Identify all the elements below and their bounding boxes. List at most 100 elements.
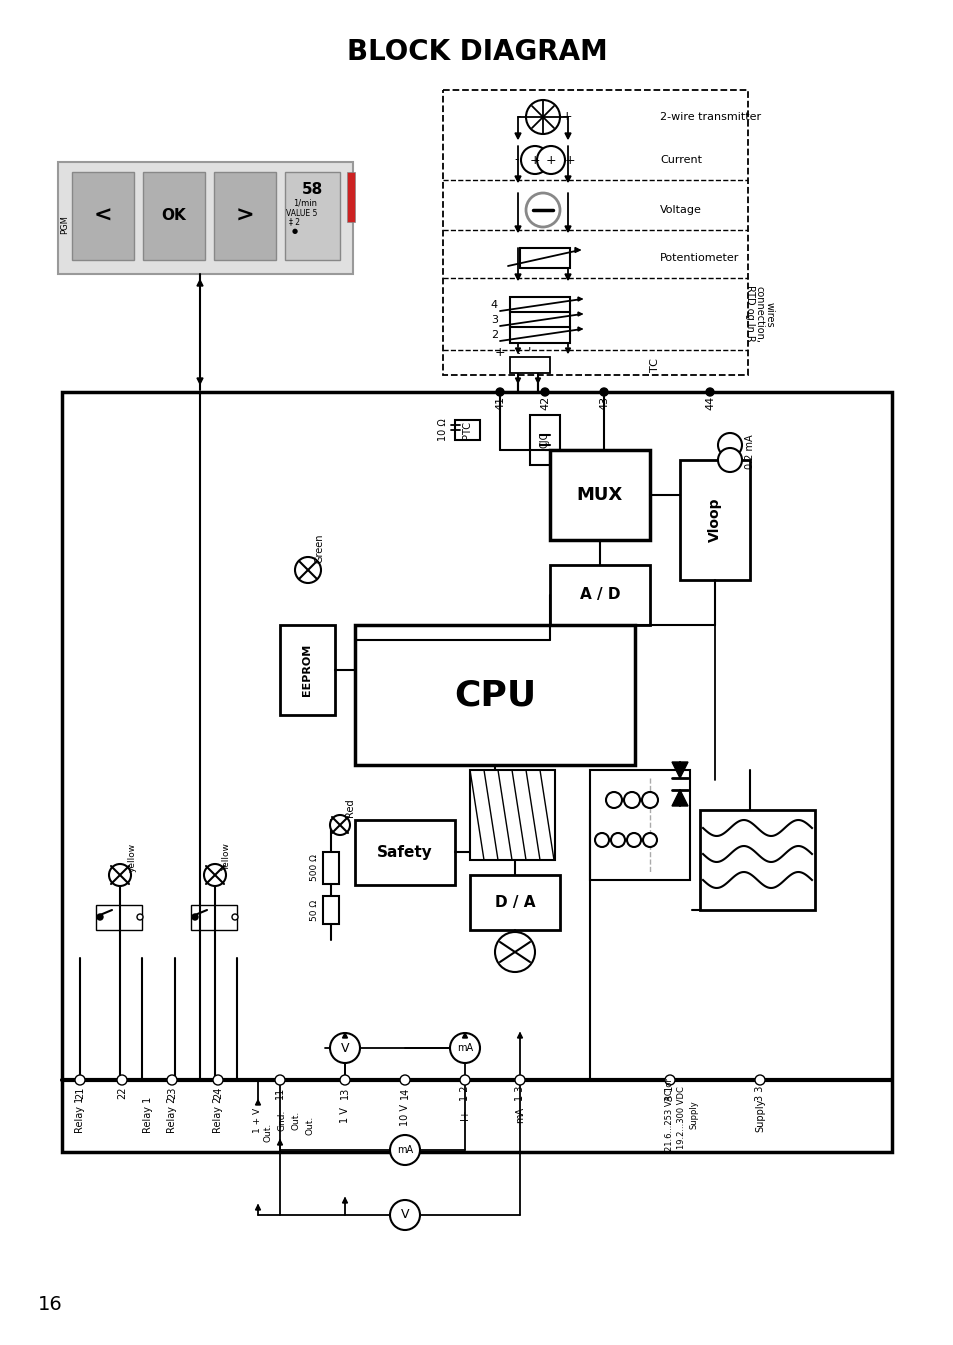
Text: I+: I+: [459, 1110, 470, 1120]
Circle shape: [274, 1075, 285, 1085]
Text: mA: mA: [456, 1042, 473, 1053]
Text: ': ': [528, 347, 531, 359]
Circle shape: [192, 915, 198, 920]
Circle shape: [525, 100, 559, 134]
Text: 14: 14: [399, 1087, 410, 1099]
Polygon shape: [515, 176, 520, 182]
Bar: [280, 625, 335, 716]
Text: RTD og ln.R.: RTD og ln.R.: [744, 285, 754, 344]
Text: +: +: [529, 153, 539, 167]
Circle shape: [642, 833, 657, 847]
Text: Relay 1: Relay 1: [143, 1098, 152, 1132]
Polygon shape: [578, 327, 581, 331]
Text: 3 1: 3 1: [664, 1085, 675, 1100]
Polygon shape: [564, 133, 571, 139]
Polygon shape: [578, 312, 581, 316]
Circle shape: [525, 192, 559, 227]
Text: >: >: [235, 206, 254, 226]
Circle shape: [450, 1033, 479, 1063]
Circle shape: [520, 147, 548, 174]
Bar: [470, 769, 555, 859]
Text: Relay 2: Relay 2: [167, 1096, 177, 1134]
Text: 23: 23: [167, 1087, 177, 1099]
Text: VALUE 5: VALUE 5: [286, 208, 317, 218]
Circle shape: [330, 1033, 359, 1063]
Text: -: -: [517, 110, 520, 124]
Polygon shape: [515, 348, 520, 352]
Text: OK: OK: [161, 208, 186, 223]
Bar: [191, 905, 236, 929]
Text: Yellow: Yellow: [222, 843, 232, 872]
Circle shape: [718, 448, 741, 472]
Circle shape: [109, 863, 131, 886]
Circle shape: [213, 1075, 223, 1085]
Text: Safety: Safety: [376, 845, 433, 859]
Circle shape: [167, 1075, 177, 1085]
Text: +: +: [495, 347, 505, 359]
Circle shape: [605, 792, 621, 808]
Circle shape: [623, 792, 639, 808]
Text: mA: mA: [515, 1107, 524, 1123]
Text: 22: 22: [117, 1087, 127, 1099]
Text: Green: Green: [314, 533, 325, 562]
Polygon shape: [515, 378, 520, 383]
Polygon shape: [535, 378, 540, 383]
Polygon shape: [515, 133, 520, 139]
Text: 42: 42: [539, 395, 550, 410]
Bar: [323, 896, 338, 924]
Circle shape: [599, 387, 607, 395]
Text: wires: wires: [764, 303, 774, 328]
Circle shape: [97, 915, 103, 920]
Bar: [470, 876, 559, 929]
Polygon shape: [671, 763, 687, 777]
Polygon shape: [565, 348, 570, 352]
Text: connection,: connection,: [754, 286, 764, 343]
Bar: [519, 247, 569, 268]
Circle shape: [626, 833, 640, 847]
Polygon shape: [255, 1100, 260, 1106]
Polygon shape: [515, 317, 520, 323]
Polygon shape: [196, 280, 203, 286]
Circle shape: [459, 1075, 470, 1085]
Bar: [589, 769, 689, 880]
Polygon shape: [342, 1033, 347, 1038]
Text: 1 3: 1 3: [515, 1085, 524, 1100]
Text: 10 V: 10 V: [399, 1104, 410, 1126]
Text: -: -: [516, 348, 519, 358]
Text: 41: 41: [495, 395, 504, 410]
Text: Potentiometer: Potentiometer: [659, 253, 739, 264]
Bar: [550, 565, 649, 625]
Text: CJC: CJC: [539, 432, 550, 448]
Polygon shape: [564, 176, 571, 182]
Circle shape: [515, 1075, 524, 1085]
Bar: [550, 451, 649, 539]
Circle shape: [390, 1200, 419, 1229]
Circle shape: [294, 557, 320, 582]
Polygon shape: [515, 274, 520, 280]
Circle shape: [330, 815, 350, 835]
Text: Gnd.: Gnd.: [277, 1110, 286, 1131]
Bar: [510, 327, 569, 343]
Circle shape: [610, 833, 624, 847]
Text: -: -: [515, 153, 518, 167]
Text: yellow: yellow: [128, 842, 136, 872]
Bar: [355, 625, 635, 765]
Circle shape: [137, 915, 143, 920]
Text: 4: 4: [491, 300, 497, 309]
Text: Out.: Out.: [263, 1122, 273, 1142]
Text: +: +: [561, 110, 572, 124]
Text: D / A: D / A: [495, 894, 535, 909]
Circle shape: [641, 792, 658, 808]
Polygon shape: [462, 1033, 467, 1038]
Text: 0.2 mA: 0.2 mA: [744, 434, 754, 469]
Text: <: <: [93, 206, 112, 226]
Text: V: V: [400, 1209, 409, 1221]
Polygon shape: [255, 1205, 260, 1211]
Text: 500 Ω: 500 Ω: [310, 854, 319, 881]
Bar: [442, 90, 747, 375]
Bar: [510, 356, 550, 373]
Text: PGM: PGM: [60, 215, 70, 234]
Text: V: V: [340, 1041, 349, 1054]
Text: PTC: PTC: [461, 421, 472, 438]
Text: Supply: Supply: [689, 1100, 698, 1130]
